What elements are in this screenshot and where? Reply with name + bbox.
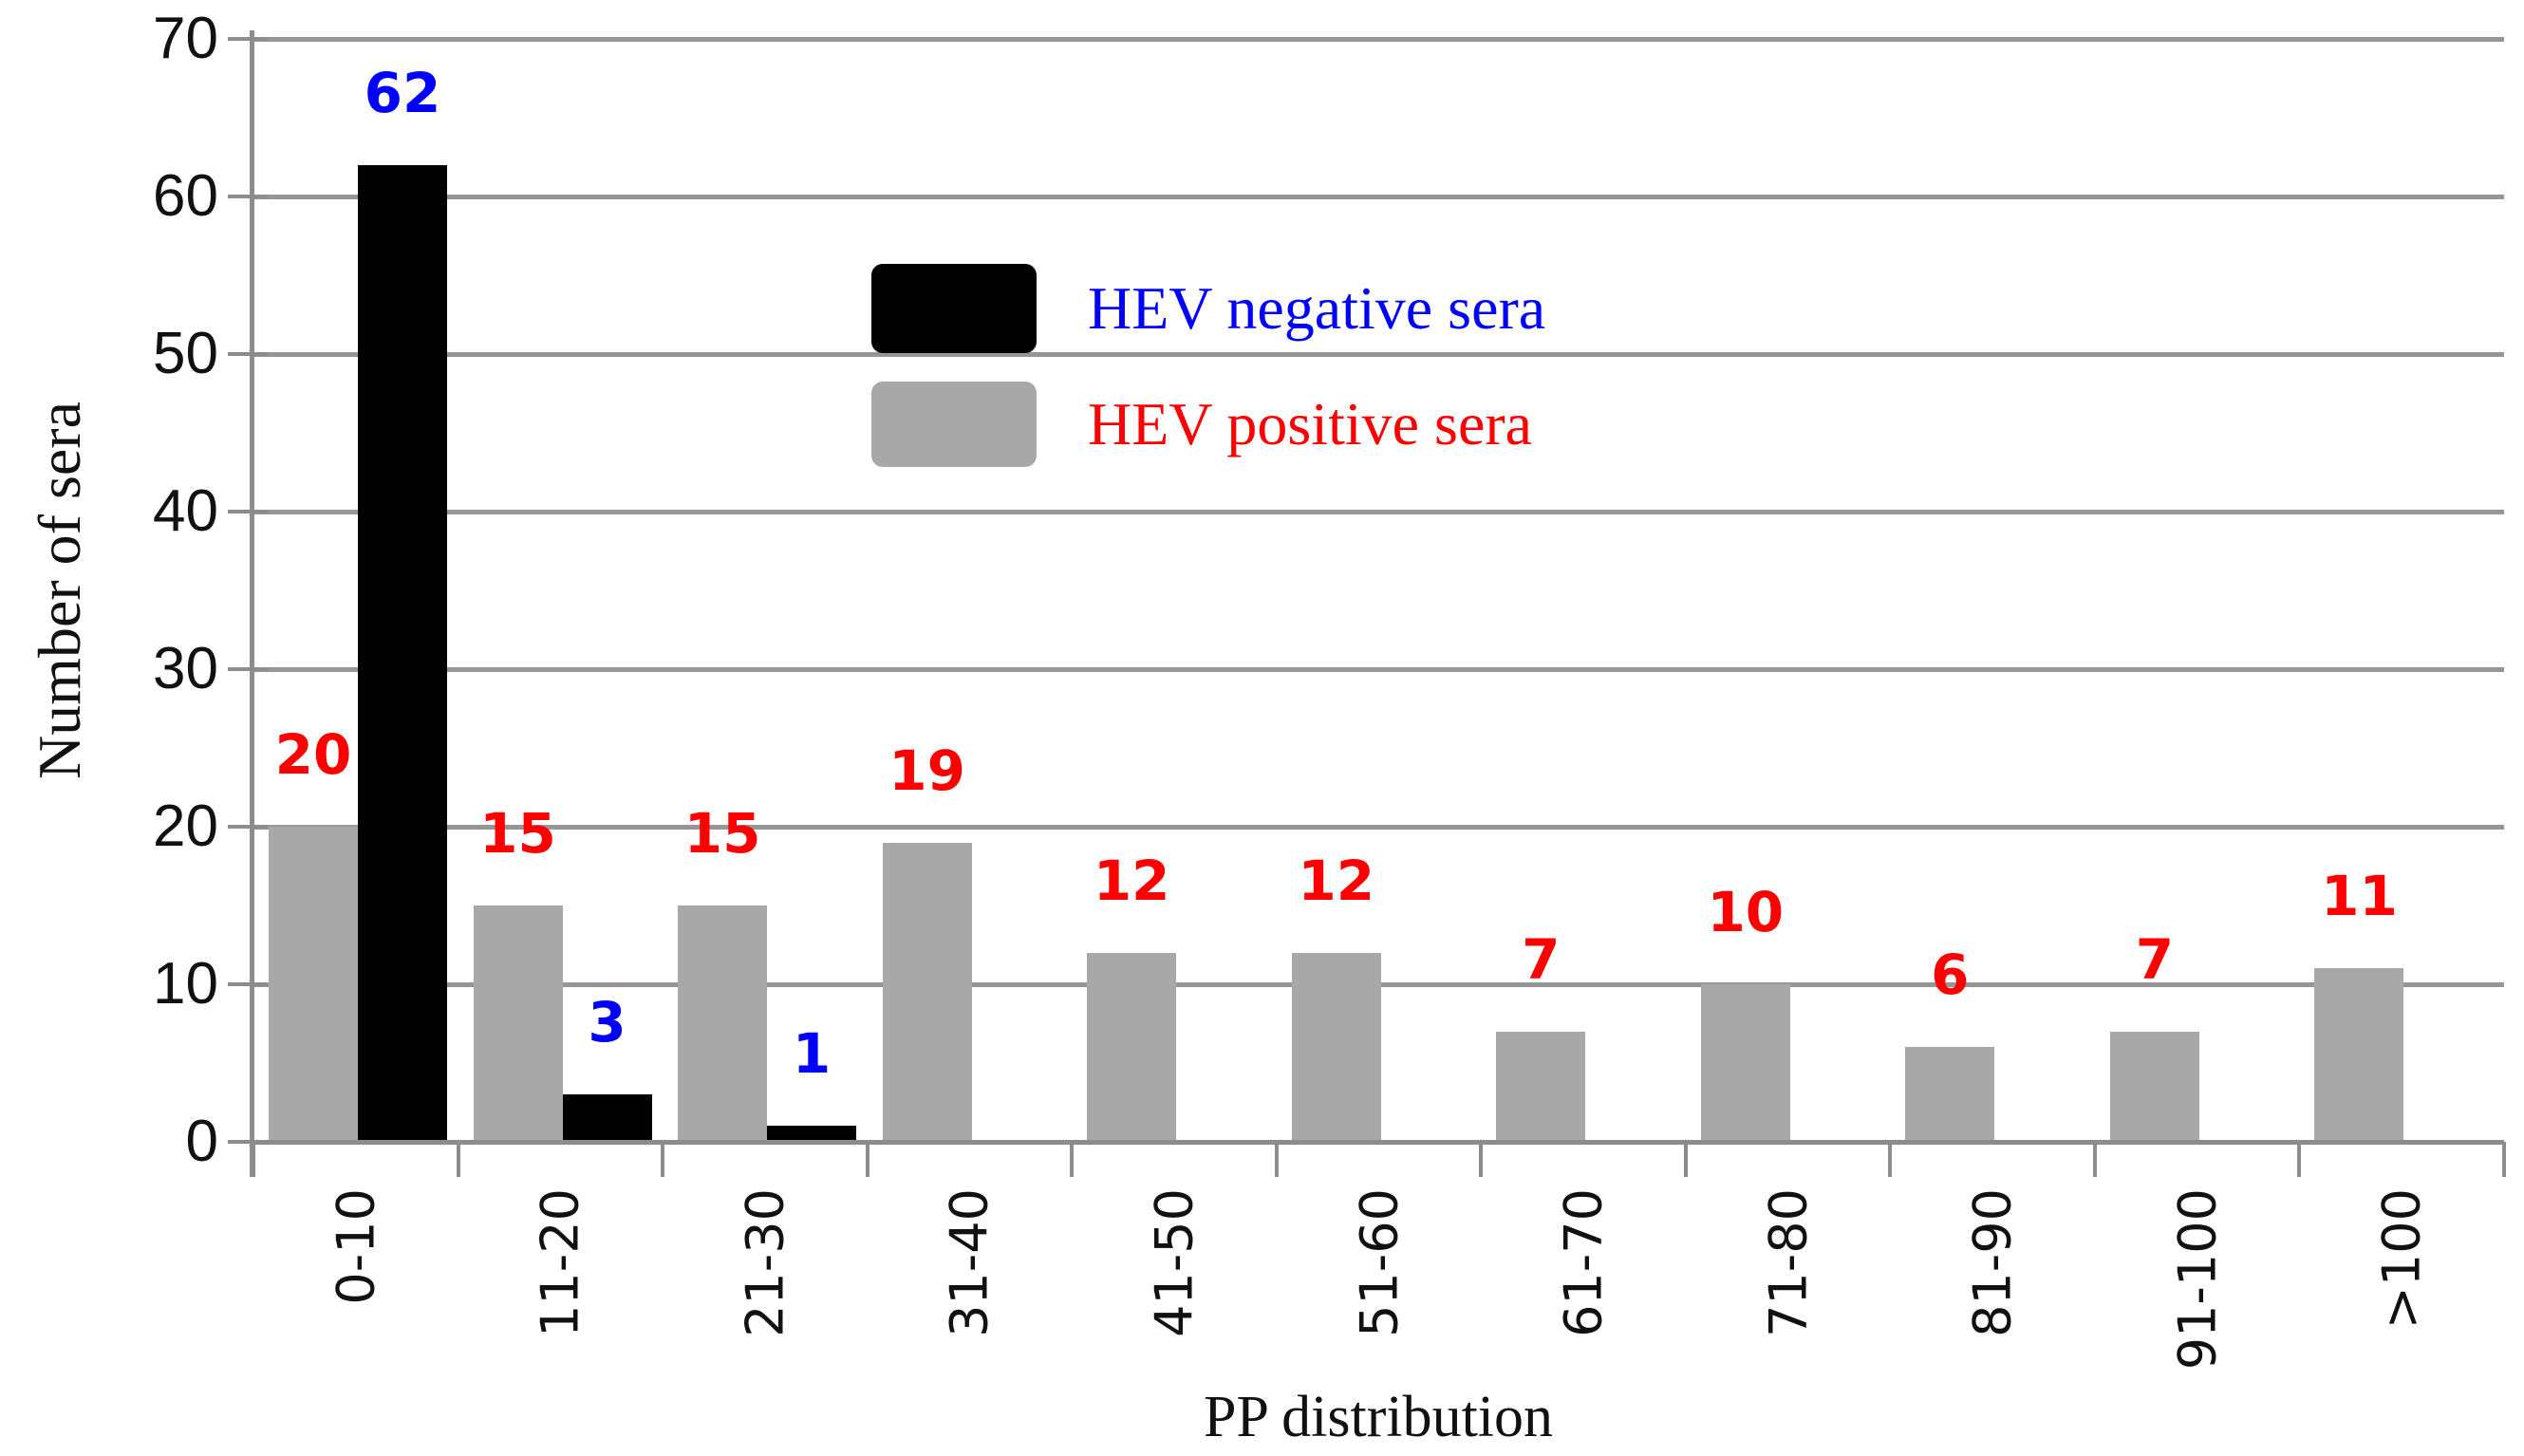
x-tick-0 xyxy=(252,1142,255,1177)
gridline-70 xyxy=(253,36,2504,42)
bar-negative-21-30 xyxy=(767,1126,857,1142)
x-tick-7 xyxy=(1683,1142,1688,1177)
bar-positive-41-50 xyxy=(1087,952,1177,1142)
x-axis-title: PP distribution xyxy=(1203,1385,1554,1449)
data-label-positive-31-40: 19 xyxy=(888,737,965,803)
y-tick-0 xyxy=(228,1140,268,1144)
bar-positive-21-30 xyxy=(678,905,768,1142)
x-tick-label-21-30: 21-30 xyxy=(735,1188,795,1337)
bar-positive-81-90 xyxy=(1905,1047,1995,1142)
y-tick-label-50: 50 xyxy=(153,321,218,386)
data-label-positive-71-80: 10 xyxy=(1707,880,1785,944)
legend-label-positive: HEV positive sera xyxy=(1088,390,1533,457)
y-tick-60 xyxy=(228,195,268,198)
legend-swatch-negative-icon xyxy=(871,264,1037,353)
legend-swatch-positive-icon xyxy=(871,382,1037,467)
y-tick-50 xyxy=(228,352,268,356)
y-axis-title: Number of sera xyxy=(26,401,93,780)
bar-positive-11-20 xyxy=(473,905,563,1142)
gridline-30 xyxy=(253,666,2504,672)
gridline-50 xyxy=(253,351,2504,357)
bar-positive->100 xyxy=(2314,968,2404,1142)
y-axis-line xyxy=(250,30,254,1177)
x-tick-10 xyxy=(2297,1142,2302,1177)
x-tick-label-11-20: 11-20 xyxy=(530,1188,590,1337)
legend-label-negative: HEV negative sera xyxy=(1088,274,1546,342)
x-tick-label-51-60: 51-60 xyxy=(1349,1188,1409,1337)
x-tick-1 xyxy=(456,1142,460,1177)
gridline-20 xyxy=(253,824,2504,830)
bar-positive-71-80 xyxy=(1700,984,1790,1142)
bar-positive-51-60 xyxy=(1291,952,1381,1142)
bar-positive-61-70 xyxy=(1496,1031,1586,1142)
bar-negative-11-20 xyxy=(562,1094,652,1142)
x-tick-5 xyxy=(1274,1142,1279,1177)
y-tick-10 xyxy=(228,982,268,986)
x-tick-label-31-40: 31-40 xyxy=(939,1188,1000,1337)
y-tick-label-30: 30 xyxy=(153,636,218,701)
data-label-positive-81-90: 6 xyxy=(1931,943,1970,1008)
data-label-positive-91-100: 7 xyxy=(2135,926,2175,992)
data-label-positive-41-50: 12 xyxy=(1093,848,1170,913)
data-label-positive-51-60: 12 xyxy=(1298,848,1375,913)
x-tick-label-0-10: 0-10 xyxy=(326,1188,386,1305)
x-tick-6 xyxy=(1479,1142,1484,1177)
x-tick-11 xyxy=(2502,1142,2506,1177)
y-tick-70 xyxy=(228,37,268,41)
x-tick-label-91-100: 91-100 xyxy=(2167,1188,2228,1371)
x-tick-3 xyxy=(865,1142,869,1177)
data-label-positive->100: 11 xyxy=(2321,864,2398,929)
data-label-negative-21-30: 1 xyxy=(792,1021,832,1087)
x-tick-label->100: >100 xyxy=(2371,1188,2432,1330)
data-label-positive-11-20: 15 xyxy=(479,801,556,866)
x-tick-label-71-80: 71-80 xyxy=(1758,1188,1819,1337)
data-label-positive-21-30: 15 xyxy=(683,801,761,866)
data-label-negative-0-10: 62 xyxy=(364,60,441,125)
y-tick-label-70: 70 xyxy=(153,6,218,71)
bar-negative-0-10 xyxy=(358,164,447,1142)
y-tick-label-0: 0 xyxy=(185,1109,218,1174)
x-tick-label-41-50: 41-50 xyxy=(1144,1188,1205,1337)
bar-positive-91-100 xyxy=(2109,1031,2199,1142)
legend-item-negative: HEV negative sera xyxy=(871,264,1545,353)
x-tick-2 xyxy=(661,1142,665,1177)
x-tick-label-61-70: 61-70 xyxy=(1553,1188,1614,1337)
x-tick-8 xyxy=(1888,1142,1893,1177)
data-label-positive-61-70: 7 xyxy=(1522,926,1561,992)
x-tick-label-81-90: 81-90 xyxy=(1962,1188,2023,1337)
x-tick-4 xyxy=(1070,1142,1075,1177)
bar-positive-0-10 xyxy=(269,827,358,1142)
y-tick-label-60: 60 xyxy=(153,163,218,229)
data-label-negative-11-20: 3 xyxy=(588,990,626,1055)
bar-positive-31-40 xyxy=(882,842,972,1142)
data-label-positive-0-10: 20 xyxy=(274,722,352,787)
y-tick-label-10: 10 xyxy=(153,951,218,1017)
y-tick-30 xyxy=(228,667,268,671)
x-tick-9 xyxy=(2092,1142,2097,1177)
y-tick-40 xyxy=(228,510,268,513)
gridline-40 xyxy=(253,509,2504,514)
y-tick-label-40: 40 xyxy=(153,478,218,544)
x-axis-line xyxy=(253,1140,2504,1145)
y-tick-label-20: 20 xyxy=(153,793,218,859)
legend-item-positive: HEV positive sera xyxy=(871,382,1532,467)
y-tick-20 xyxy=(228,825,268,829)
gridline-60 xyxy=(253,194,2504,199)
